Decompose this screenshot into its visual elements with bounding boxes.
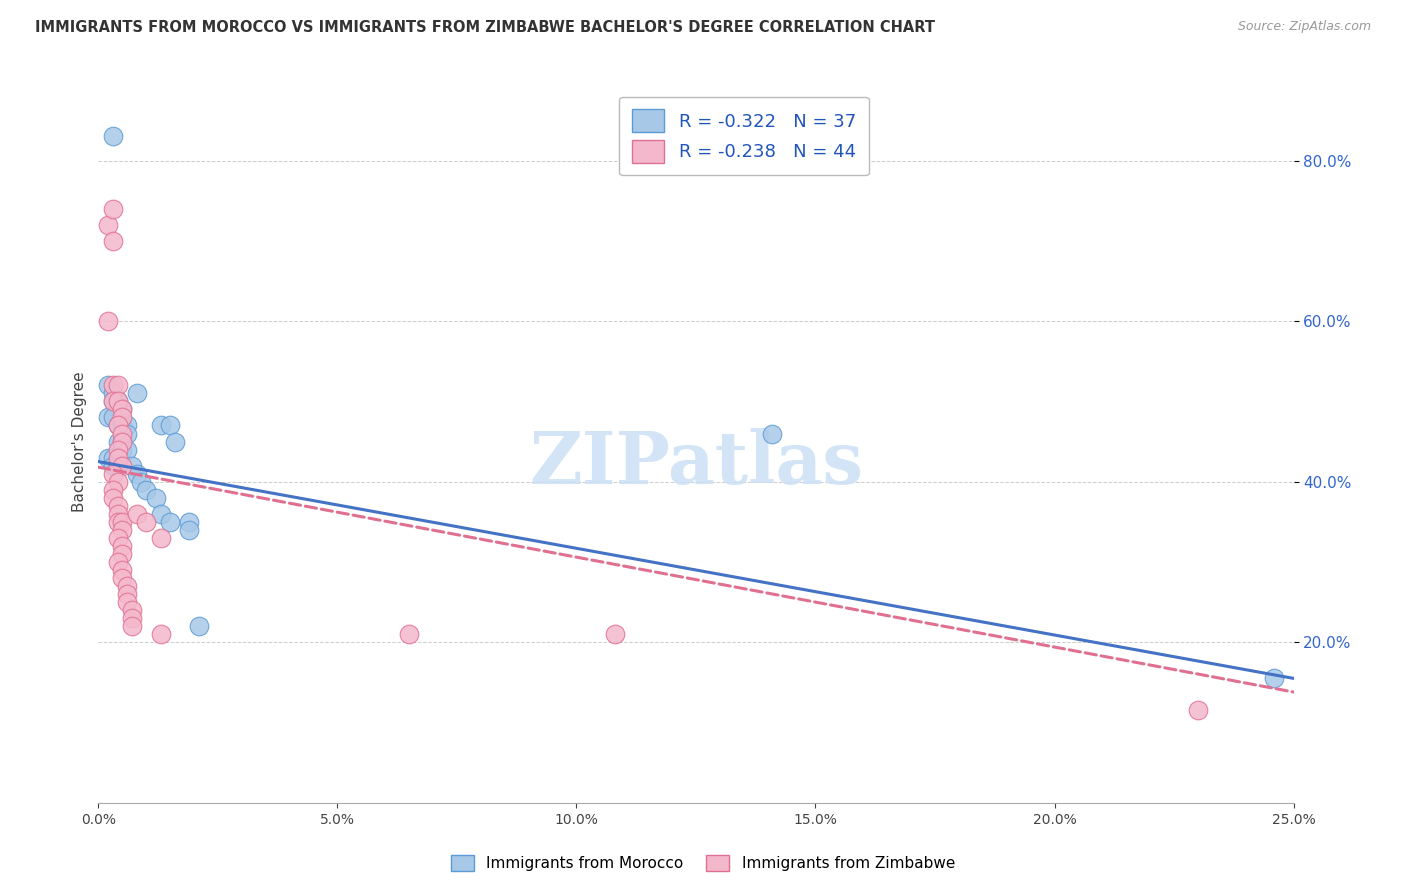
Point [179, 515, 201, 529]
Point [159, 515, 181, 529]
Point [101, 450, 124, 465]
Point [111, 410, 134, 425]
Point [121, 603, 143, 617]
Point [97, 450, 120, 465]
Point [603, 627, 626, 641]
Point [107, 475, 129, 489]
Point [179, 523, 201, 537]
Point [159, 418, 181, 433]
Point [111, 402, 134, 417]
Point [101, 394, 124, 409]
Point [107, 442, 129, 457]
Point [149, 507, 172, 521]
Point [115, 418, 138, 433]
Point [101, 378, 124, 392]
Point [125, 467, 148, 481]
Point [111, 563, 134, 577]
Point [115, 426, 138, 441]
Point [111, 547, 134, 561]
Point [115, 587, 138, 601]
Point [97, 314, 120, 328]
Point [149, 531, 172, 545]
Point [163, 434, 186, 449]
Point [115, 442, 138, 457]
Point [111, 402, 134, 417]
Point [125, 386, 148, 401]
Point [107, 394, 129, 409]
Point [1263, 671, 1285, 685]
Point [97, 218, 120, 232]
Point [101, 467, 124, 481]
Point [111, 539, 134, 553]
Point [101, 129, 124, 144]
Point [125, 507, 148, 521]
Point [121, 458, 143, 473]
Point [107, 450, 129, 465]
Point [101, 202, 124, 216]
Legend: Immigrants from Morocco, Immigrants from Zimbabwe: Immigrants from Morocco, Immigrants from… [444, 849, 962, 877]
Point [135, 515, 157, 529]
Point [115, 579, 138, 593]
Point [111, 418, 134, 433]
Point [107, 378, 129, 392]
Point [111, 434, 134, 449]
Point [107, 434, 129, 449]
Point [97, 378, 120, 392]
Point [131, 475, 153, 489]
Point [101, 483, 124, 497]
Point [135, 483, 157, 497]
Point [398, 627, 420, 641]
Point [111, 571, 134, 585]
Point [101, 491, 124, 505]
Point [101, 394, 124, 409]
Point [149, 627, 172, 641]
Point [107, 555, 129, 569]
Point [111, 458, 134, 473]
Point [97, 410, 120, 425]
Point [121, 611, 143, 625]
Point [111, 426, 134, 441]
Point [101, 386, 124, 401]
Point [107, 402, 129, 417]
Point [121, 619, 143, 633]
Y-axis label: Bachelor's Degree: Bachelor's Degree [72, 371, 87, 512]
Point [111, 434, 134, 449]
Point [149, 418, 172, 433]
Point [101, 234, 124, 248]
Point [187, 619, 209, 633]
Point [107, 394, 129, 409]
Text: Source: ZipAtlas.com: Source: ZipAtlas.com [1237, 20, 1371, 33]
Point [107, 418, 129, 433]
Point [101, 458, 124, 473]
Text: IMMIGRANTS FROM MOROCCO VS IMMIGRANTS FROM ZIMBABWE BACHELOR'S DEGREE CORRELATIO: IMMIGRANTS FROM MOROCCO VS IMMIGRANTS FR… [35, 20, 935, 35]
Point [111, 523, 134, 537]
Point [107, 507, 129, 521]
Point [1187, 703, 1209, 717]
Point [761, 426, 783, 441]
Point [111, 515, 134, 529]
Point [107, 515, 129, 529]
Point [145, 491, 167, 505]
Text: ZIPatlas: ZIPatlas [529, 428, 863, 499]
Point [107, 458, 129, 473]
Point [107, 499, 129, 513]
Point [101, 410, 124, 425]
Legend: R = -0.322   N = 37, R = -0.238   N = 44: R = -0.322 N = 37, R = -0.238 N = 44 [619, 96, 869, 176]
Point [115, 595, 138, 609]
Point [111, 442, 134, 457]
Point [107, 531, 129, 545]
Point [107, 418, 129, 433]
